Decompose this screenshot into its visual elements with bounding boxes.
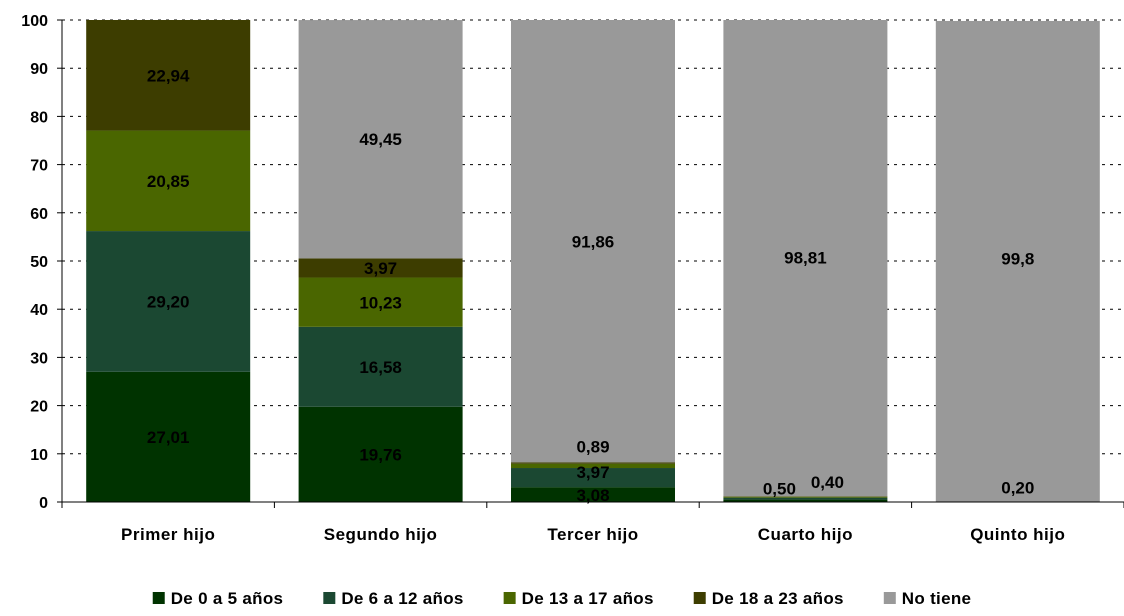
y-tick-label: 40: [30, 302, 48, 319]
bar-segment: [86, 371, 251, 502]
bar-segment: [86, 130, 251, 232]
bar-segment: [298, 258, 463, 278]
data-label: 49,45: [359, 130, 402, 149]
legend-label: De 18 a 23 años: [712, 589, 844, 608]
legend-label: No tiene: [902, 589, 971, 608]
legend-swatch: [323, 592, 336, 604]
bar-segment: [511, 20, 675, 463]
bars: [86, 20, 1100, 503]
data-label: 10,23: [359, 293, 402, 312]
data-label: 91,86: [572, 233, 615, 252]
data-label: 3,97: [364, 259, 397, 278]
bar-segment: [723, 20, 888, 497]
data-label: 19,76: [359, 445, 402, 464]
bar-segment: [723, 496, 888, 498]
data-label: 22,94: [147, 66, 190, 85]
bar-segment: [298, 406, 463, 502]
bar-segment: [511, 462, 675, 464]
category-label: Segundo hijo: [324, 525, 438, 544]
legend-swatch: [883, 592, 896, 604]
bar-segment: [511, 463, 675, 469]
data-label: 0,50: [763, 480, 796, 499]
legend-swatch: [152, 592, 165, 604]
bar-segment: [298, 20, 463, 259]
bar-segment: [723, 497, 888, 500]
data-label: 0,20: [1001, 479, 1034, 498]
y-tick-label: 50: [30, 254, 48, 271]
legend: De 0 a 5 años De 6 a 12 años De 13 a 17 añ…: [152, 589, 971, 608]
data-label: 0,89: [576, 438, 609, 457]
bar-segment: [86, 20, 251, 131]
legend-swatch: [503, 592, 516, 604]
y-tick-label: 10: [30, 447, 48, 464]
category-label: Primer hijo: [121, 525, 215, 544]
legend-label: De 6 a 12 años: [341, 589, 463, 608]
axes: 0 10 20 30 40 50 60 70 80 90 100 Primer hijo Segundo…: [21, 13, 1124, 544]
y-tick-label: 20: [30, 399, 48, 416]
bar-segment: [723, 496, 888, 497]
bar-segment: [511, 468, 675, 488]
legend-swatch: [693, 592, 706, 604]
data-label: 29,20: [147, 292, 190, 311]
category-label: Quinto hijo: [970, 525, 1065, 544]
category-label: Tercer hijo: [547, 525, 638, 544]
y-tick-label: 60: [30, 206, 48, 223]
data-label: 99,8: [1001, 250, 1034, 269]
data-label: 98,81: [784, 249, 827, 268]
data-label: 20,85: [147, 172, 190, 191]
data-label: 0,40: [811, 473, 844, 492]
category-label: Cuarto hijo: [758, 525, 853, 544]
data-label: 27,01: [147, 428, 190, 447]
bar-segment: [935, 20, 1100, 503]
legend-label: De 13 a 17 años: [522, 589, 654, 608]
data-label: 3,97: [576, 463, 609, 482]
y-tick-label: 70: [30, 158, 48, 175]
y-tick-label: 90: [30, 61, 48, 78]
bar-segment: [86, 231, 251, 372]
bar-segment: [723, 499, 888, 502]
bar-segment: [511, 487, 675, 502]
bar-segment: [298, 277, 463, 327]
data-label: 3,08: [576, 486, 609, 505]
data-labels: 27,01 29,20 20,85 22,94 19,76 16,58 10,23 3,97 4…: [147, 66, 1034, 504]
y-tick-label: 30: [30, 350, 48, 367]
bar-segment: [298, 326, 463, 407]
y-tick-label: 0: [39, 495, 48, 512]
legend-label: De 0 a 5 años: [171, 589, 284, 608]
y-tick-label: 80: [30, 109, 48, 126]
data-label: 16,58: [359, 358, 402, 377]
y-tick-label: 100: [21, 13, 48, 30]
